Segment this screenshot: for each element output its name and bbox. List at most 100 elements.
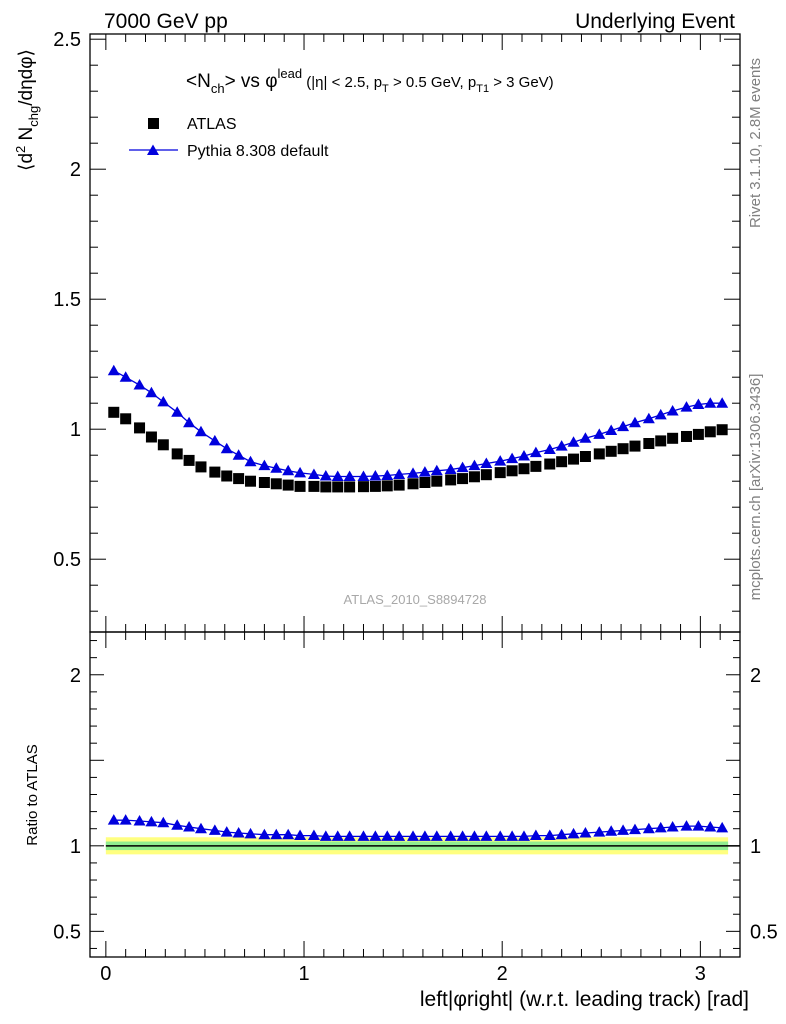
atlas-point bbox=[445, 474, 457, 486]
ratio-pythia-point bbox=[529, 829, 542, 841]
pythia-point bbox=[517, 449, 530, 461]
atlas-point bbox=[134, 422, 146, 434]
ratio-pythia-point bbox=[407, 830, 420, 841]
pythia-point bbox=[456, 461, 469, 473]
ratio-pythia-point bbox=[506, 830, 519, 841]
atlas-point bbox=[494, 467, 506, 479]
pythia-point bbox=[369, 470, 382, 481]
atlas-point bbox=[518, 463, 530, 475]
atlas-point bbox=[605, 445, 617, 457]
pythia-point bbox=[666, 405, 679, 416]
atlas-point bbox=[320, 481, 332, 493]
ratio-pythia-point bbox=[331, 830, 344, 841]
atlas-point bbox=[393, 479, 405, 491]
legend-atlas-label: ATLAS bbox=[187, 116, 237, 133]
atlas-point bbox=[568, 453, 580, 465]
ratio-pythia-point bbox=[666, 821, 679, 832]
ratio-pythia-point bbox=[232, 826, 245, 838]
legend: ATLAS Pythia 8.308 default bbox=[129, 116, 329, 160]
ratio-y-tick-label-right: 2 bbox=[750, 665, 761, 687]
ratio-pythia-point bbox=[480, 830, 493, 841]
legend-pythia-marker bbox=[147, 144, 159, 155]
legend-pythia-label: Pythia 8.308 default bbox=[187, 143, 329, 160]
atlas-point bbox=[556, 456, 568, 468]
ratio-pythia-point bbox=[617, 824, 630, 835]
ratio-pythia-point bbox=[418, 830, 431, 841]
pythia-point bbox=[393, 468, 406, 479]
ratio-pythia-point bbox=[220, 826, 233, 837]
pythia-point bbox=[381, 469, 394, 480]
ratio-pythia-point bbox=[692, 820, 705, 831]
x-axis-label: left|φright| (w.r.t. leading track) [rad… bbox=[420, 988, 749, 1011]
atlas-point bbox=[704, 426, 716, 438]
atlas-point bbox=[294, 480, 306, 492]
atlas-point bbox=[233, 473, 245, 485]
atlas-point bbox=[332, 481, 344, 493]
ratio-pythia-point bbox=[430, 830, 443, 841]
ratio-y-tick-label-right: 0.5 bbox=[750, 921, 778, 943]
ratio-pythia-point bbox=[307, 829, 320, 841]
pythia-point bbox=[319, 470, 332, 481]
pythia-point bbox=[357, 470, 370, 482]
atlas-point bbox=[407, 478, 419, 490]
atlas-point bbox=[145, 431, 157, 443]
pythia-point bbox=[220, 442, 233, 454]
ratio-y-tick-label-right: 1 bbox=[750, 836, 761, 858]
pythia-point bbox=[704, 397, 717, 408]
pythia-point bbox=[567, 436, 580, 447]
x-tick-label: 3 bbox=[695, 963, 706, 985]
ratio-pythia-point bbox=[107, 814, 120, 825]
ratio-pythia-point bbox=[183, 821, 196, 832]
pythia-point bbox=[680, 401, 693, 412]
pythia-point bbox=[628, 416, 641, 428]
ratio-pythia-point bbox=[133, 815, 146, 826]
pythia-point bbox=[171, 406, 184, 417]
legend-atlas-marker bbox=[148, 118, 159, 129]
ratio-pythia-point bbox=[579, 826, 592, 838]
ratio-pythia-point bbox=[294, 829, 307, 841]
pythia-point bbox=[133, 379, 146, 390]
atlas-point bbox=[308, 480, 320, 492]
ratio-y-tick-label: 0.5 bbox=[53, 921, 81, 943]
main-y-tick-label: 1 bbox=[70, 419, 81, 441]
watermark: ATLAS_2010_S8894728 bbox=[344, 592, 487, 607]
pythia-point bbox=[506, 452, 519, 464]
atlas-point bbox=[667, 432, 679, 444]
pythia-point bbox=[107, 364, 120, 376]
atlas-point bbox=[716, 424, 728, 436]
ratio-pythia-point bbox=[282, 828, 295, 840]
pythia-point bbox=[529, 446, 542, 458]
atlas-point bbox=[209, 466, 221, 478]
ratio-pythia-point bbox=[456, 830, 469, 841]
pythia-point bbox=[157, 395, 170, 407]
pythia-point bbox=[270, 462, 283, 473]
ratio-pythia-point bbox=[468, 830, 481, 841]
atlas-point bbox=[457, 473, 469, 485]
atlas-point bbox=[157, 439, 169, 451]
main-panel: 0.5 1 1.5 2 2.5 ATLAS_2010_S8894728 <Nch> vs… bbox=[13, 29, 741, 633]
pythia-point bbox=[555, 440, 568, 451]
pythia-point bbox=[617, 420, 630, 432]
atlas-point bbox=[643, 438, 655, 449]
atlas-point bbox=[431, 475, 443, 487]
ratio-pythia-point bbox=[119, 814, 132, 825]
ratio-pythia-point bbox=[357, 830, 370, 841]
pythia-point bbox=[183, 416, 196, 428]
ratio-pythia-point bbox=[343, 830, 356, 841]
ratio-y-tick-label: 2 bbox=[70, 665, 81, 687]
ratio-pythia-point bbox=[319, 830, 332, 841]
pythia-point bbox=[642, 412, 655, 424]
pythia-point bbox=[331, 470, 344, 482]
mcplots-label: mcplots.cern.ch [arXiv:1306.3436] bbox=[747, 374, 764, 601]
atlas-point bbox=[617, 443, 629, 455]
atlas-point bbox=[369, 480, 381, 492]
ratio-pythia-point bbox=[654, 821, 667, 833]
atlas-point bbox=[655, 435, 667, 447]
header-right: Underlying Event bbox=[575, 10, 735, 33]
ratio-frame bbox=[89, 631, 741, 958]
pythia-point bbox=[418, 466, 431, 477]
atlas-point bbox=[629, 440, 641, 452]
ratio-pythia-point bbox=[494, 830, 507, 841]
